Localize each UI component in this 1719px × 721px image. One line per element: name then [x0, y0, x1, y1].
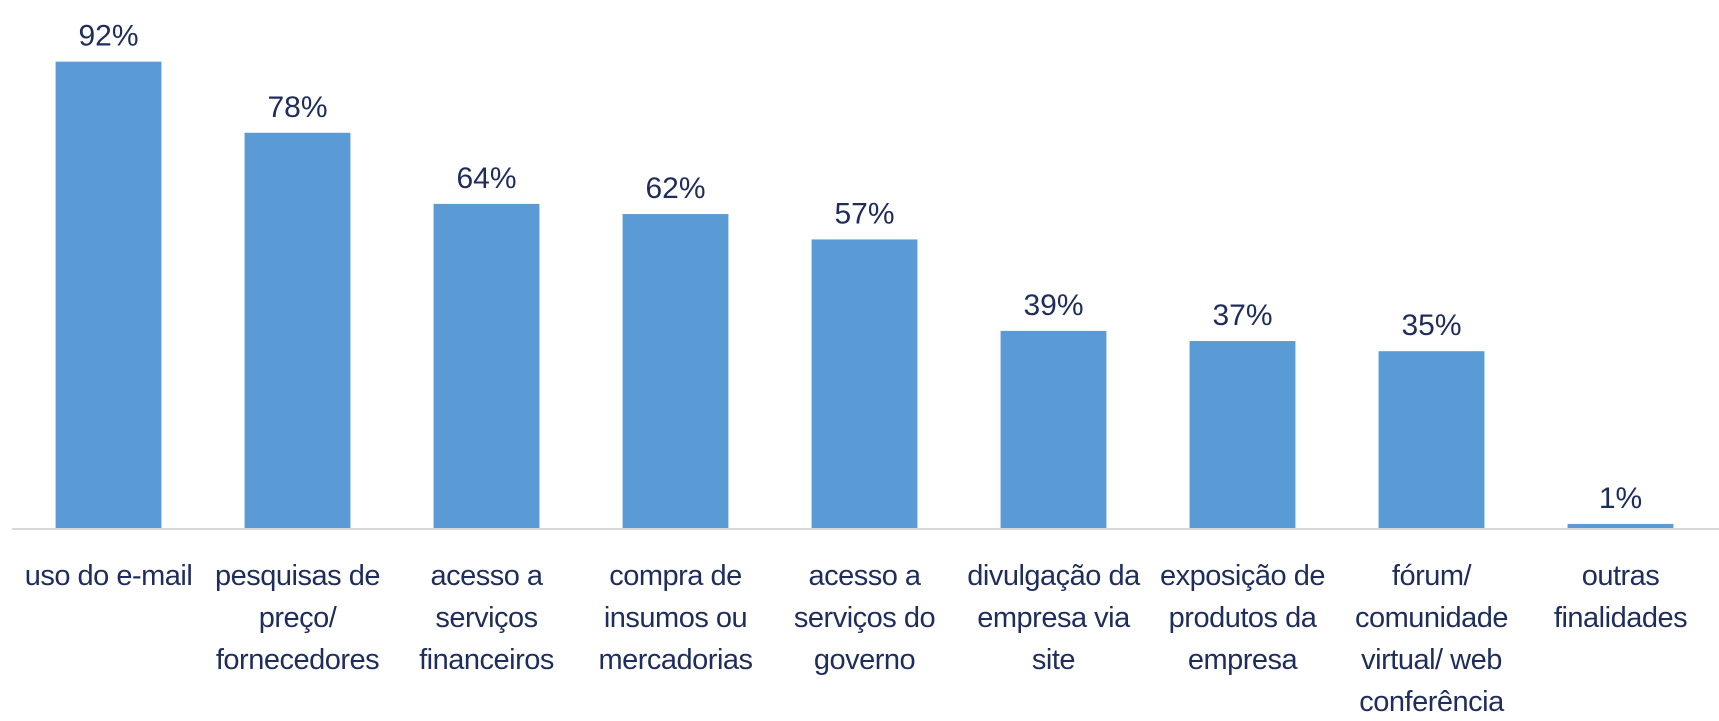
- bar: [1378, 351, 1485, 529]
- x-tick-label: acesso a serviços do governo: [793, 560, 936, 676]
- value-label: 78%: [267, 91, 327, 124]
- value-label: 37%: [1212, 299, 1272, 332]
- bar: [55, 61, 162, 529]
- value-label: 62%: [645, 172, 705, 205]
- x-tick-label: exposição de produtos da empresa: [1160, 560, 1325, 676]
- value-label: 92%: [78, 20, 138, 53]
- bar: [433, 203, 540, 529]
- value-label: 1%: [1599, 482, 1642, 515]
- value-label: 57%: [834, 197, 894, 230]
- x-tick-label: outras finalidades: [1553, 560, 1688, 634]
- bar: [1189, 341, 1296, 529]
- x-tick-label: fórum/ comunidade virtual/ web conferênc…: [1355, 560, 1509, 718]
- x-tick-label: acesso a serviços financeiros: [419, 560, 554, 676]
- bar: [622, 214, 729, 530]
- value-label: 35%: [1401, 309, 1461, 342]
- bar: [244, 132, 351, 529]
- x-tick-label: divulgação da empresa via site: [967, 560, 1140, 676]
- value-label: 64%: [456, 162, 516, 195]
- x-tick-label: pesquisas de preço/ fornecedores: [215, 560, 380, 676]
- bar: [1567, 523, 1674, 529]
- x-tick-label: uso do e-mail: [24, 560, 193, 592]
- x-tick-label: compra de insumos ou mercadorias: [598, 560, 753, 676]
- bar: [811, 239, 918, 529]
- bar: [1000, 330, 1107, 529]
- value-label: 39%: [1023, 289, 1083, 322]
